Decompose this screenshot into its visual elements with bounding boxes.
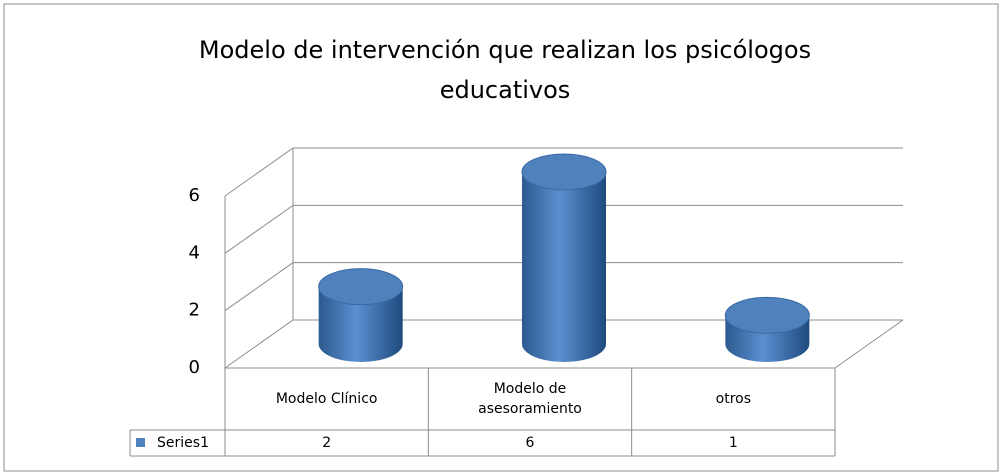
category-label: otros [715,391,752,407]
cylinder-top [521,153,607,191]
legend-label: Series1 [157,435,209,451]
y-tick-label: 0 [189,357,200,378]
legend-swatch [136,438,145,447]
category-label: Modelo Clínico [275,391,378,407]
table-value: 2 [322,435,332,451]
grid-line [224,204,903,254]
grid-line [224,319,903,369]
table-value: 1 [728,435,738,451]
y-tick-label: 2 [189,300,200,321]
cylinder [724,296,810,362]
cylinder-body [318,286,403,362]
category-label: Modelo de asesoramiento [478,381,582,417]
chart-title: Modelo de intervención que realizan los … [198,36,812,104]
cylinder [521,153,607,362]
cylinder-top [724,296,810,334]
table-value: 6 [525,435,535,451]
cylinder-body [522,172,606,362]
grid-line [224,147,903,197]
grid-line [224,262,903,312]
cylinder [318,268,404,362]
chart-border [3,3,999,472]
y-tick-label: 4 [189,242,200,263]
cylinder-top [318,268,404,306]
floor-edge [834,319,904,369]
y-tick-label: 6 [189,185,200,206]
